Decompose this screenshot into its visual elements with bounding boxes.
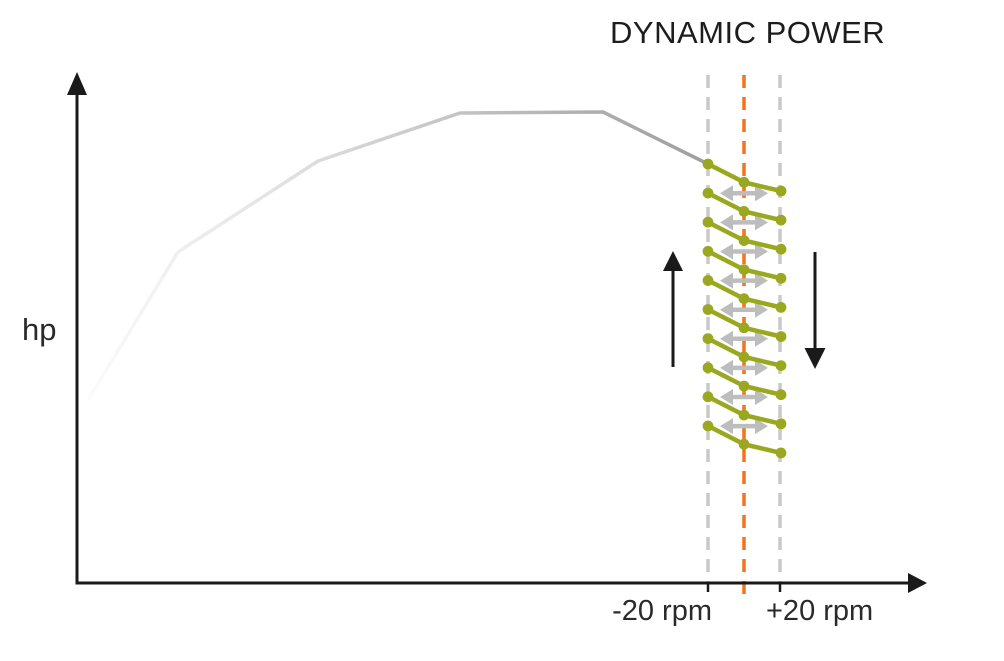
shift-arrow <box>720 185 768 202</box>
dynamic-power-segment <box>702 362 787 401</box>
dynamic-power-segment <box>702 420 787 459</box>
dynamic-power-segment <box>702 216 787 255</box>
shift-arrow <box>720 418 768 435</box>
rpm-down-arrowhead <box>804 348 826 369</box>
dynamic-power-segment <box>702 275 787 313</box>
shift-arrow <box>720 330 768 347</box>
y-axis-label: hp <box>22 312 57 347</box>
shift-arrow <box>720 272 768 289</box>
chart-title: DYNAMIC POWER <box>610 15 886 50</box>
x-tick-label-plus20rpm: +20 rpm <box>766 595 874 627</box>
shift-arrow <box>720 359 768 376</box>
dynamic-power-segment <box>702 304 787 342</box>
shift-arrow <box>720 214 768 231</box>
dynamic-power-segment <box>702 333 787 371</box>
shift-arrow <box>720 243 768 260</box>
x-tick-label-minus20rpm: -20 rpm <box>612 595 712 627</box>
y-axis-arrowhead <box>67 72 87 95</box>
dynamic-power-segment <box>702 187 787 226</box>
x-axis-arrowhead <box>908 573 927 593</box>
dynamic-power-segment <box>702 245 787 284</box>
power-curve <box>86 110 709 401</box>
dynamic-power-segment <box>702 158 787 197</box>
shift-arrow <box>720 389 768 405</box>
dynamic-power-segment <box>702 391 787 430</box>
rpm-up-arrowhead <box>663 251 683 271</box>
shift-arrow <box>720 301 768 318</box>
